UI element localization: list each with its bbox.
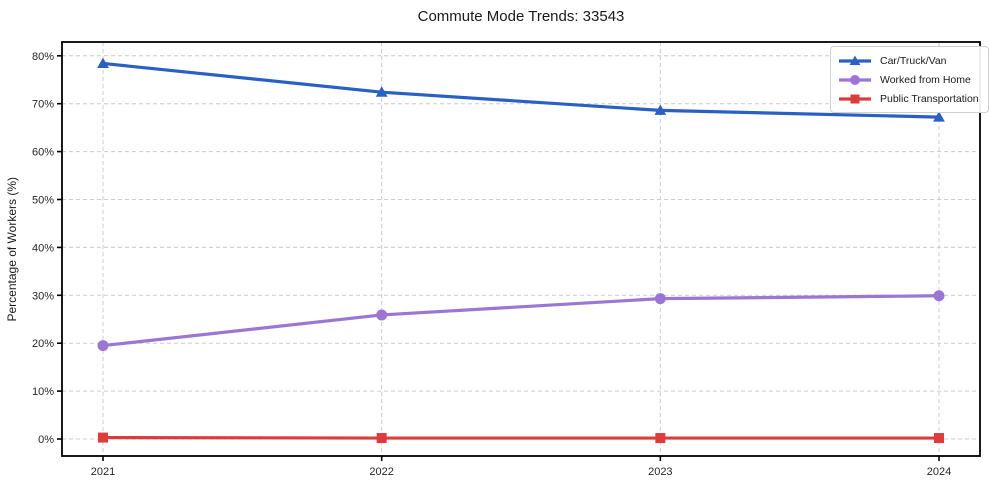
y-tick-label: 20% bbox=[32, 338, 54, 350]
square-marker bbox=[376, 433, 387, 444]
legend-item-public-transportation: Public Transportation bbox=[838, 89, 979, 108]
triangle-marker bbox=[654, 104, 667, 115]
square-marker bbox=[850, 94, 860, 103]
series-line bbox=[101, 294, 941, 348]
series-line bbox=[101, 61, 941, 119]
x-tick-label: 2023 bbox=[648, 466, 672, 478]
y-tick-label: 40% bbox=[32, 242, 54, 254]
square-marker bbox=[934, 433, 944, 444]
x-tick-label: 2024 bbox=[927, 466, 951, 478]
circle-marker bbox=[654, 293, 666, 305]
circle-legend-swatch-icon bbox=[839, 74, 871, 85]
y-tick-label: 0% bbox=[38, 434, 54, 446]
y-tick-label: 70% bbox=[32, 99, 54, 111]
y-tick-label: 10% bbox=[32, 386, 54, 398]
series-car-truck-van bbox=[97, 57, 945, 122]
circle-marker bbox=[850, 74, 860, 85]
series-worked-from-home bbox=[97, 290, 945, 352]
triangle-marker bbox=[849, 55, 861, 65]
triangle-marker bbox=[375, 86, 388, 97]
legend: Car/Truck/Van Worked from Home Public Tran… bbox=[830, 46, 989, 113]
square-marker bbox=[655, 433, 666, 444]
axis-tick-labels: 0% 10% 20% 30% 40% 50% 60% 70% 80% 2021 2022 2023 20… bbox=[32, 51, 951, 478]
y-tick-label: 30% bbox=[32, 290, 54, 302]
circle-marker bbox=[97, 340, 109, 352]
x-tick-label: 2022 bbox=[369, 466, 393, 478]
x-tick-label: 2021 bbox=[91, 466, 115, 478]
square-legend-swatch-icon bbox=[839, 94, 871, 103]
square-marker bbox=[98, 432, 108, 443]
axis-ticks bbox=[57, 54, 940, 461]
y-tick-label: 60% bbox=[32, 147, 54, 159]
y-tick-label: 80% bbox=[32, 51, 54, 63]
triangle-legend-swatch-icon bbox=[839, 55, 871, 65]
plot-frame bbox=[61, 41, 981, 457]
circle-marker bbox=[376, 309, 388, 321]
legend-label: Worked from Home bbox=[880, 73, 971, 86]
legend-label: Public Transportation bbox=[880, 92, 979, 105]
triangle-marker bbox=[97, 57, 109, 68]
legend-label: Car/Truck/Van bbox=[880, 54, 947, 67]
legend-item-worked-from-home: Worked from Home bbox=[838, 70, 979, 89]
chart-title: Commute Mode Trends: 33543 bbox=[417, 8, 625, 25]
triangle-marker bbox=[933, 111, 945, 122]
y-tick-label: 50% bbox=[32, 195, 54, 207]
series-public-transportation bbox=[98, 432, 944, 444]
legend-item-car-truck-van: Car/Truck/Van bbox=[838, 51, 979, 70]
circle-marker bbox=[933, 290, 945, 302]
